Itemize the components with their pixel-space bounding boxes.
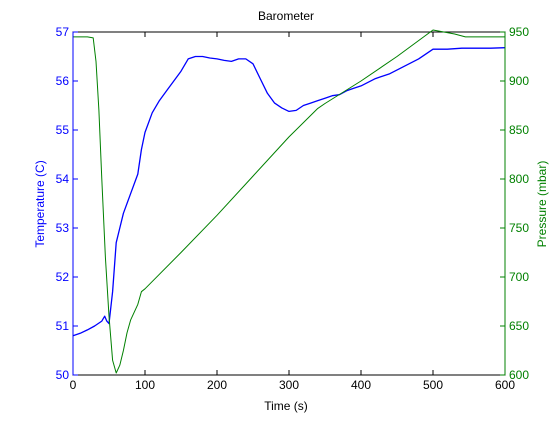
y-left-tick-label: 56 [56,74,70,88]
y-right-tick-label: 950 [509,25,529,39]
pressure-series-line [73,29,505,374]
y-axis-right-label: Pressure (mbar) [535,161,549,248]
x-tick-label: 300 [279,378,299,392]
y-right-tick-label: 650 [509,319,529,333]
x-tick-label: 600 [495,378,515,392]
x-tick-label: 500 [423,378,443,392]
y-right-tick-label: 700 [509,270,529,284]
y-left-tick-label: 54 [56,172,70,186]
y-axis-left-label: Temperature (C) [33,160,47,247]
y-right-tick-label: 750 [509,221,529,235]
temperature-series-line [72,47,506,337]
y-left-tick-label: 53 [56,221,70,235]
y-right-tick-label: 850 [509,123,529,137]
y-right-tick-label: 600 [509,368,529,382]
x-tick-label: 0 [70,378,77,392]
x-tick-label: 400 [351,378,371,392]
x-tick-label: 100 [135,378,155,392]
y-left-tick-label: 55 [56,123,70,137]
chart-title: Barometer [258,9,314,23]
y-left-tick-label: 57 [56,25,70,39]
plot-area-frame [72,31,506,376]
y-left-tick-label: 51 [56,319,70,333]
y-right-tick-label: 800 [509,172,529,186]
y-left-tick-label: 52 [56,270,70,284]
y-right-tick-label: 900 [509,74,529,88]
y-left-tick-label: 50 [56,368,70,382]
x-axis-label: Time (s) [264,399,308,413]
x-tick-label: 200 [207,378,227,392]
